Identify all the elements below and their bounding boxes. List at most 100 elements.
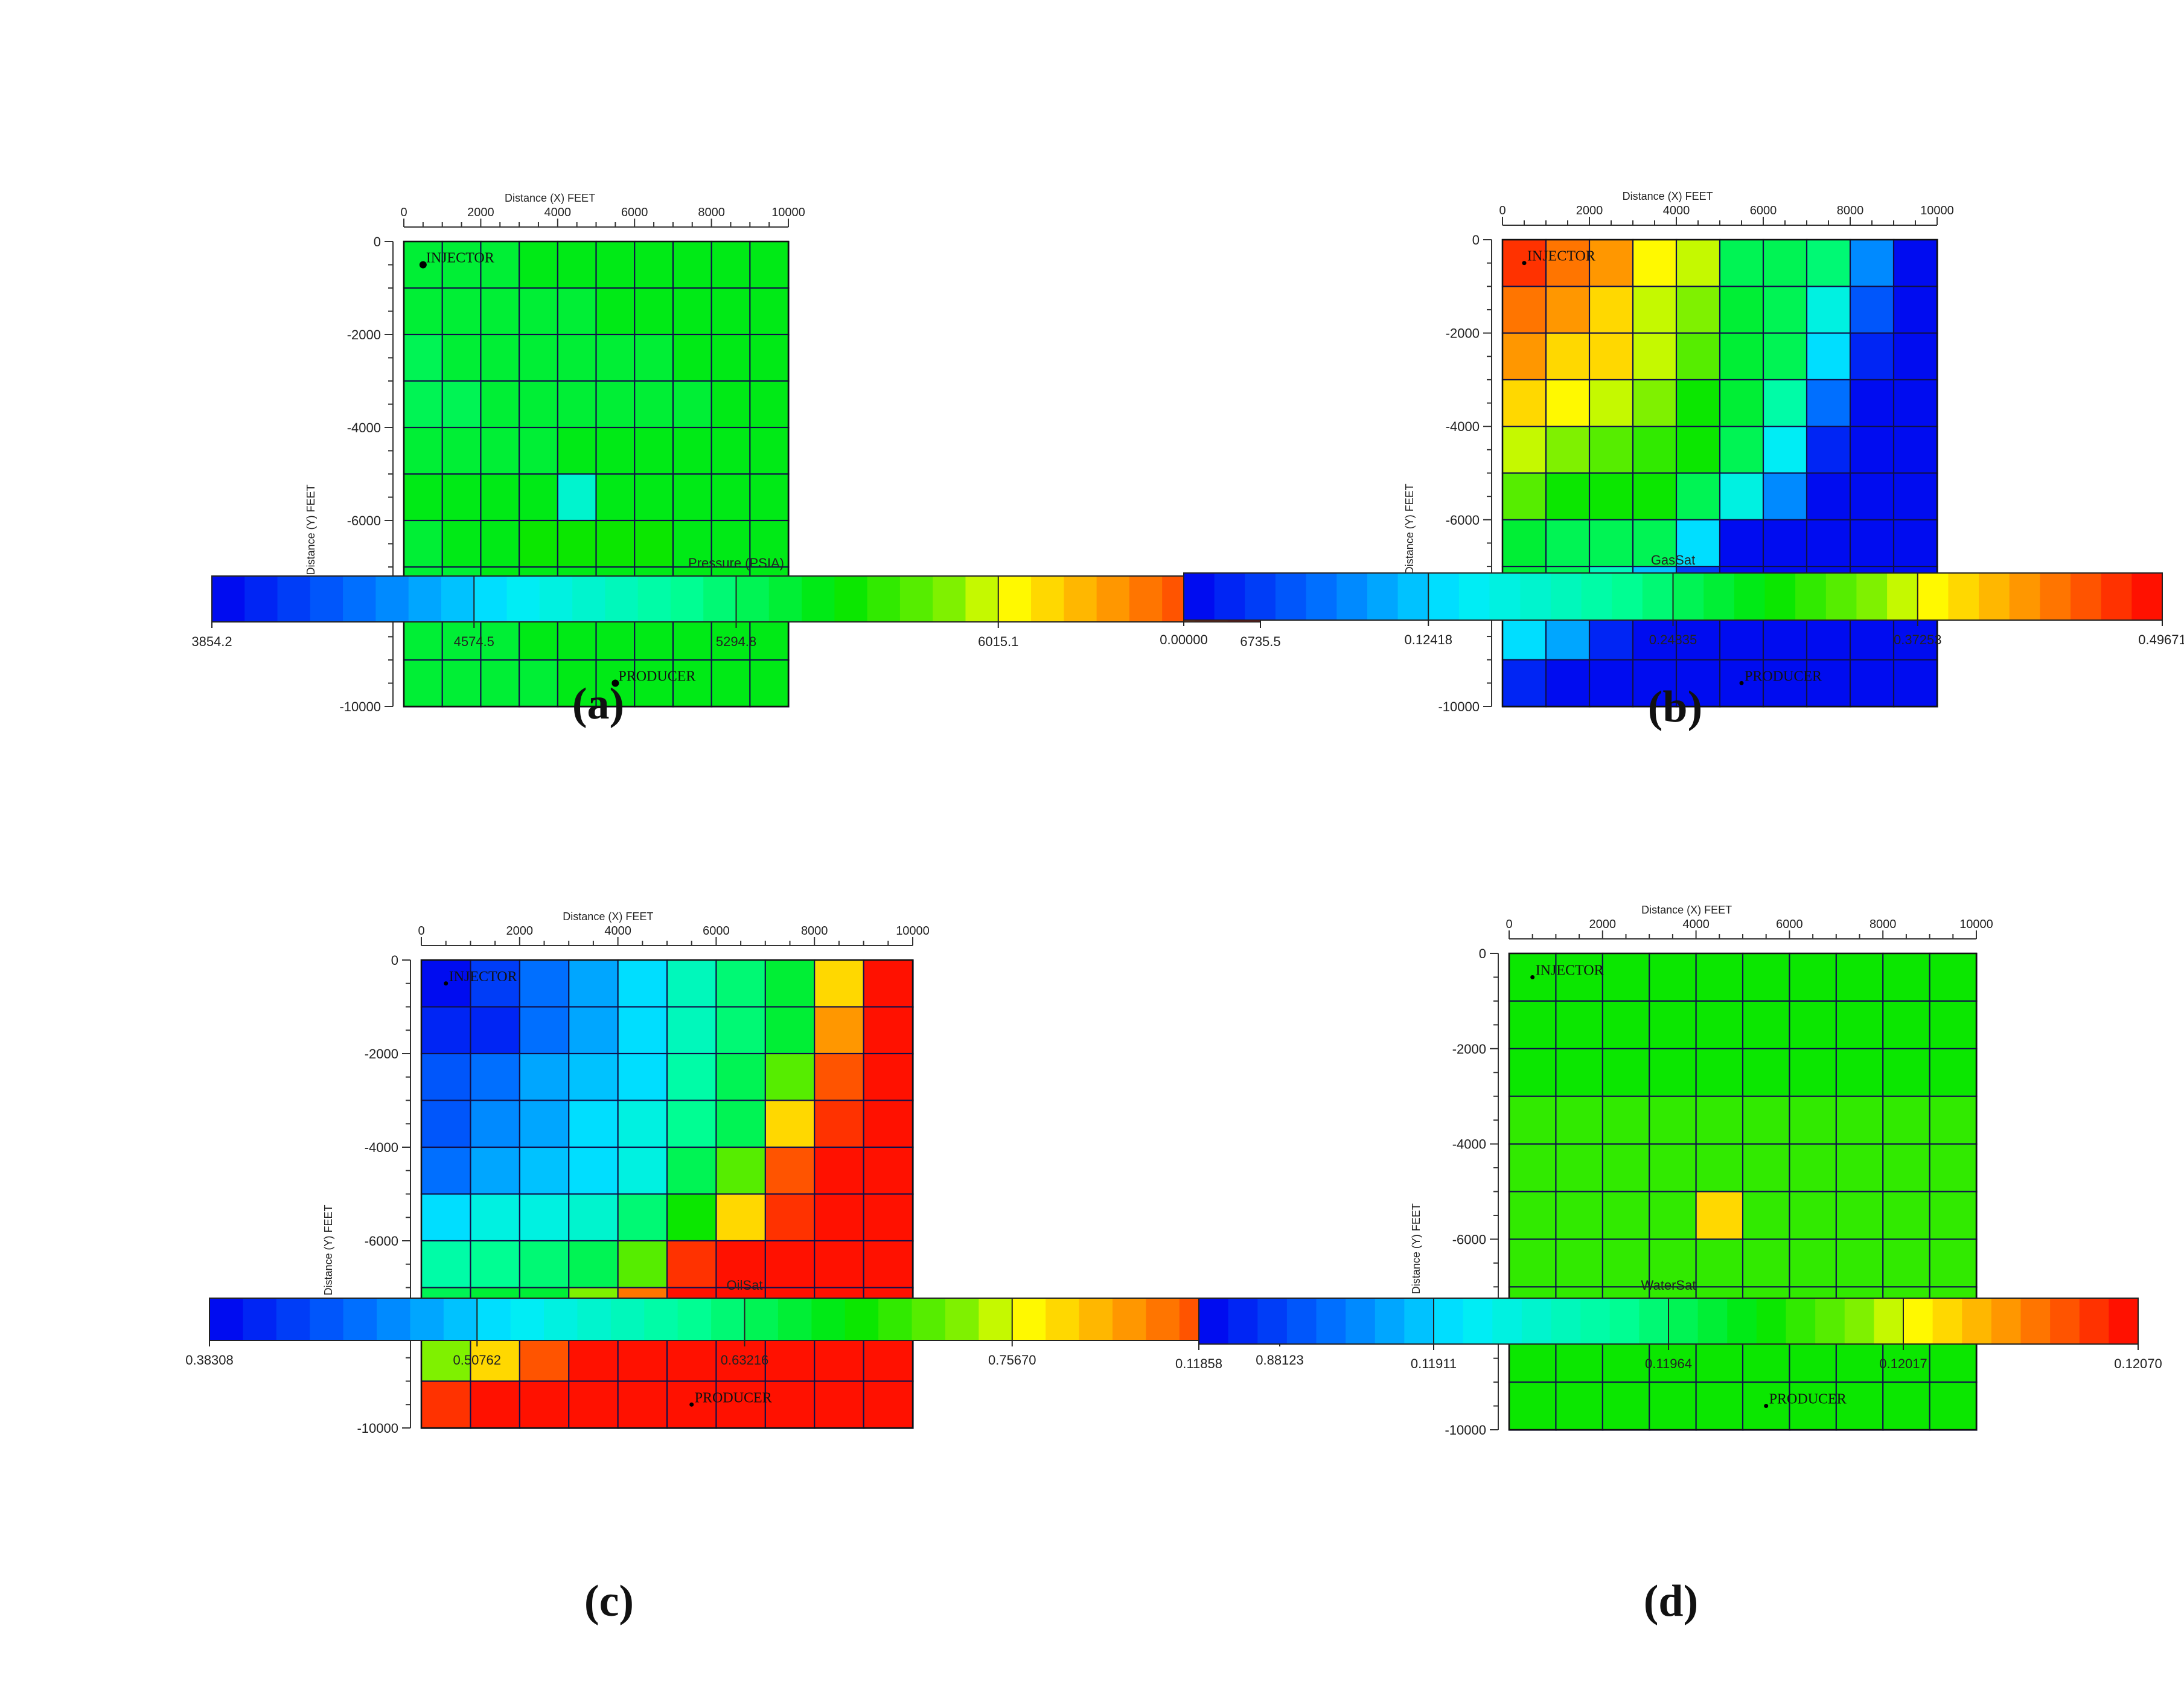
heatmap-cell (518, 473, 559, 522)
heatmap-cell (1601, 1048, 1650, 1098)
x-tick-label: 8000 (1869, 918, 1897, 931)
colorbar-swatch (1031, 576, 1064, 622)
well-label: PRODUCER (618, 669, 695, 685)
heatmap-cell (1601, 1143, 1650, 1193)
y-tick-label: -6000 (1446, 513, 1480, 528)
heatmap-cell (1675, 238, 1721, 287)
heatmap-cell (1632, 379, 1678, 427)
colorbar-swatch (1856, 573, 1888, 620)
x-tick-label: 0 (418, 924, 424, 938)
heatmap-cell (715, 1006, 767, 1055)
heatmap-cell (480, 426, 520, 475)
heatmap-cell (1632, 426, 1678, 475)
colorbar-swatch (1199, 1298, 1229, 1344)
colorbar-swatch (1316, 1298, 1346, 1344)
colorbar-swatch (2131, 573, 2163, 620)
colorbar-swatch (1346, 1298, 1376, 1344)
heatmap-cell (814, 1099, 865, 1148)
heatmap-cell (557, 659, 598, 708)
heatmap-cell (1789, 1143, 1838, 1193)
heatmap-cell (518, 426, 559, 475)
heatmap-cell (1675, 332, 1721, 381)
colorbar-swatch (209, 1298, 244, 1340)
heatmap-cell (1882, 1095, 1931, 1145)
heatmap-cell (1742, 1048, 1791, 1098)
x-tick-label: 8000 (801, 924, 828, 938)
colorbar-swatch (1434, 1298, 1464, 1344)
heatmap-cell (1501, 332, 1547, 381)
heatmap-cell (1601, 1238, 1650, 1288)
colorbar-swatch (1786, 1298, 1816, 1344)
heatmap-cell (1806, 472, 1851, 521)
heatmap-cell (1882, 952, 1931, 1002)
heatmap-cell (403, 426, 444, 475)
heatmap-cells (403, 240, 790, 708)
heatmap-cell (1849, 286, 1895, 334)
colorbar-swatch (979, 1298, 1013, 1340)
colorbar-swatch (2101, 573, 2132, 620)
heatmap-cell (1695, 1048, 1744, 1098)
x-tick-label: 2000 (1576, 204, 1603, 217)
heatmap-cell (666, 1193, 718, 1242)
colorbar-swatch (1580, 1298, 1611, 1344)
x-tick-label: 10000 (1920, 204, 1954, 217)
well-label: INJECTOR (426, 251, 494, 266)
heatmap-cell (519, 1240, 570, 1289)
heatmap-cell (672, 240, 713, 289)
heatmap-cell (1601, 1381, 1650, 1431)
colorbar-swatch (577, 1298, 611, 1340)
y-tick-label: -10000 (1445, 1423, 1486, 1438)
heatmap-cell (764, 1193, 816, 1242)
heatmap-cell (1545, 286, 1591, 334)
heatmap-cell (764, 1333, 816, 1383)
colorbar-swatch (1012, 1298, 1046, 1340)
heatmap-cell (617, 1333, 668, 1383)
colorbar-swatch (1146, 1298, 1180, 1340)
panel-a: 02000400060008000100000-2000-4000-6000-8… (191, 192, 1280, 729)
heatmap-cell (1695, 1238, 1744, 1288)
colorbar-swatch (506, 576, 540, 622)
heatmap-cell (1835, 952, 1884, 1002)
colorbar-swatch (777, 1298, 812, 1340)
colorbar-swatch (1245, 573, 1276, 620)
heatmap-cell (557, 426, 598, 475)
heatmap-cell (1892, 659, 1938, 708)
heatmap-cell (1719, 238, 1764, 287)
colorbar-swatch (1228, 1298, 1258, 1344)
heatmap-cell (1835, 1095, 1884, 1145)
colorbar-tick-label: 0.49671 (2138, 632, 2184, 647)
x-axis-label: Distance (X) FEET (505, 192, 595, 204)
well-marker (444, 981, 449, 986)
colorbar-swatch (1521, 1298, 1552, 1344)
colorbar-swatch (1489, 573, 1521, 620)
colorbar-swatch (1275, 573, 1307, 620)
x-tick-label: 10000 (1959, 918, 1993, 931)
heatmap-cell (749, 426, 790, 475)
colorbar-swatch (711, 1298, 746, 1340)
colorbar-swatch (212, 576, 245, 622)
colorbar-swatch (998, 576, 1032, 622)
panel-label: (c) (584, 1576, 634, 1626)
heatmap-cell (403, 473, 444, 522)
y-tick-label: -6000 (1452, 1232, 1486, 1247)
heatmap-cell (1588, 332, 1634, 381)
colorbar-tick-label: 6015.1 (978, 634, 1018, 649)
colorbar-tick-label: 0.12418 (1404, 632, 1452, 647)
heatmap-cell (470, 1333, 521, 1383)
colorbar-swatch (912, 1298, 946, 1340)
heatmap-cell (1508, 1381, 1557, 1431)
heatmap-cell (1632, 332, 1678, 381)
heatmap-cell (634, 473, 674, 522)
x-tick-label: 2000 (467, 206, 494, 219)
heatmap-cell (1762, 519, 1808, 568)
heatmap-cell (403, 380, 444, 429)
x-tick-label: 0 (1505, 918, 1512, 931)
heatmap-cell (1929, 952, 1978, 1002)
panel-c: 02000400060008000100000-2000-4000-6000-8… (185, 911, 1304, 1626)
heatmap-cell (1742, 1000, 1791, 1050)
heatmap-cell (595, 473, 636, 522)
colorbar-swatch (1612, 573, 1643, 620)
colorbar-swatch (310, 1298, 344, 1340)
heatmap-cell (420, 1052, 472, 1102)
heatmap-cell (441, 473, 482, 522)
